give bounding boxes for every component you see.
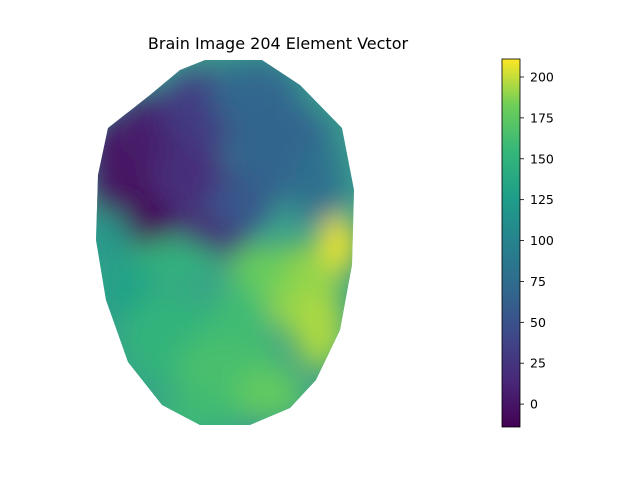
heatmap-patch — [295, 140, 345, 230]
colorbar-tick-label: 0 — [530, 397, 538, 412]
colorbar-ticks: 0 25 50 75 100 125 150 175 200 — [520, 69, 554, 412]
heatmap-patch — [235, 370, 305, 420]
heatmap-patch — [295, 290, 345, 370]
heatmap-patch — [150, 145, 230, 215]
colorbar-tick-label: 200 — [530, 69, 554, 84]
heatmap-patch — [210, 285, 270, 345]
colorbar-tick-label: 100 — [530, 233, 554, 248]
colorbar-tick-label: 25 — [530, 356, 546, 371]
brain-heatmap — [96, 60, 354, 425]
colorbar-tick-label: 150 — [530, 151, 554, 166]
colorbar-tick-label: 125 — [530, 192, 554, 207]
heatmap-patch — [230, 245, 290, 295]
colorbar-tick-label: 75 — [530, 274, 546, 289]
heatmap-patch — [155, 395, 245, 425]
colorbar-tick-label: 50 — [530, 315, 546, 330]
colorbar: 0 25 50 75 100 125 150 175 200 — [501, 58, 554, 428]
chart-title: Brain Image 204 Element Vector — [148, 34, 409, 53]
colorbar-bar — [501, 58, 521, 428]
colorbar-tick-label: 175 — [530, 110, 554, 125]
heatmap-patch — [210, 175, 270, 235]
heatmap-patch — [96, 210, 130, 260]
